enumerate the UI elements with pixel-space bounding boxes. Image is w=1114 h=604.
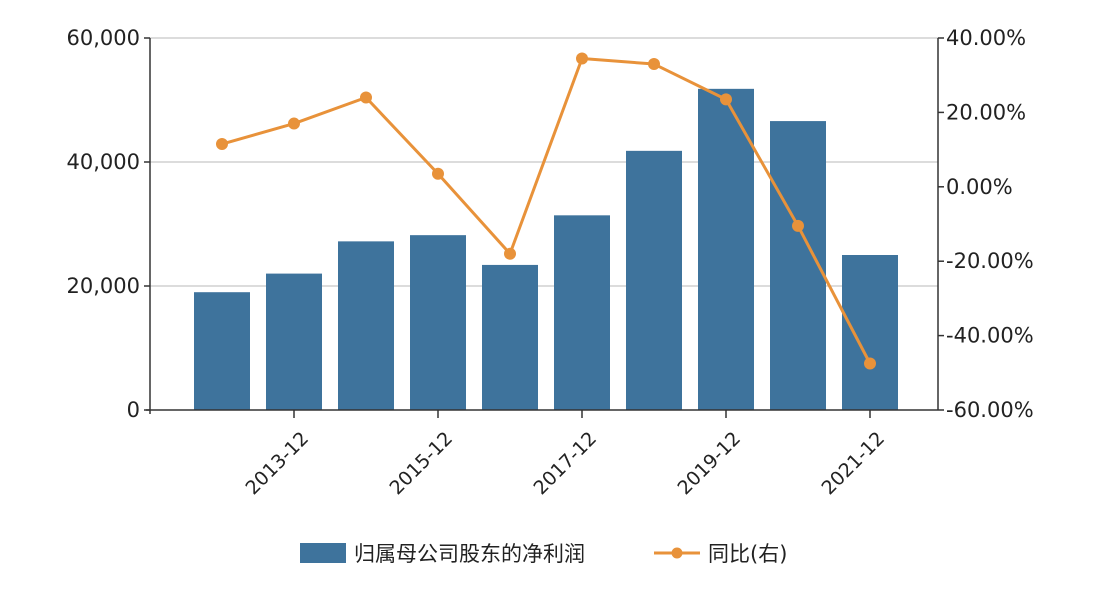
y-left-tick-label: 0 xyxy=(127,398,140,422)
bar-2018-12 xyxy=(626,150,682,410)
y-right-tick-label: -60.00% xyxy=(946,398,1034,422)
x-tick-label: 2015-12 xyxy=(385,428,457,500)
bar-2015-12 xyxy=(410,235,466,410)
yoy-point-2015-12 xyxy=(432,167,444,180)
yoy-point-2020-12 xyxy=(792,219,804,232)
y-left-tick-label: 60,000 xyxy=(67,26,140,50)
x-tick-label: 2013-12 xyxy=(241,428,313,500)
bar-2020-12 xyxy=(770,121,826,410)
bar-2016-12 xyxy=(482,264,538,410)
y-right-tick-label: -40.00% xyxy=(946,324,1034,348)
yoy-point-2016-12 xyxy=(504,247,516,260)
x-tick-label: 2019-12 xyxy=(673,428,745,500)
yoy-point-2014-12 xyxy=(360,91,372,104)
y-right-tick-label: 0.00% xyxy=(946,175,1013,199)
yoy-point-2017-12 xyxy=(576,52,588,65)
bar-2013-12 xyxy=(266,273,322,410)
bar-2019-12 xyxy=(698,88,754,410)
bar-2017-12 xyxy=(554,215,610,410)
line-series xyxy=(216,52,876,370)
y-right-tick-label: -20.00% xyxy=(946,249,1034,273)
y-right-tick-label: 40.00% xyxy=(946,26,1026,50)
y-left-tick-label: 20,000 xyxy=(67,274,140,298)
bar-2014-12 xyxy=(338,241,394,410)
yoy-point-2013-12 xyxy=(288,117,300,130)
yoy-point-2019-12 xyxy=(720,93,732,106)
yoy-point-2012-12 xyxy=(216,138,228,151)
y-right-tick-label: 20.00% xyxy=(946,100,1026,124)
bar-series xyxy=(194,88,898,410)
legend-line-label: 同比(右) xyxy=(708,542,787,566)
yoy-point-2021-12 xyxy=(864,357,876,370)
yoy-point-2018-12 xyxy=(648,58,660,71)
legend-line-marker xyxy=(671,547,683,559)
y-left-tick-label: 40,000 xyxy=(67,150,140,174)
legend: 归属母公司股东的净利润 同比(右) xyxy=(300,542,787,566)
yoy-line xyxy=(221,56,872,365)
x-tick-label: 2021-12 xyxy=(817,428,889,500)
bar-2021-12 xyxy=(842,255,898,410)
bar-2012-12 xyxy=(194,292,250,410)
x-tick-label: 2017-12 xyxy=(529,428,601,500)
legend-bar-label: 归属母公司股东的净利润 xyxy=(354,542,585,566)
axes xyxy=(144,37,944,418)
legend-bar-swatch xyxy=(300,543,346,563)
